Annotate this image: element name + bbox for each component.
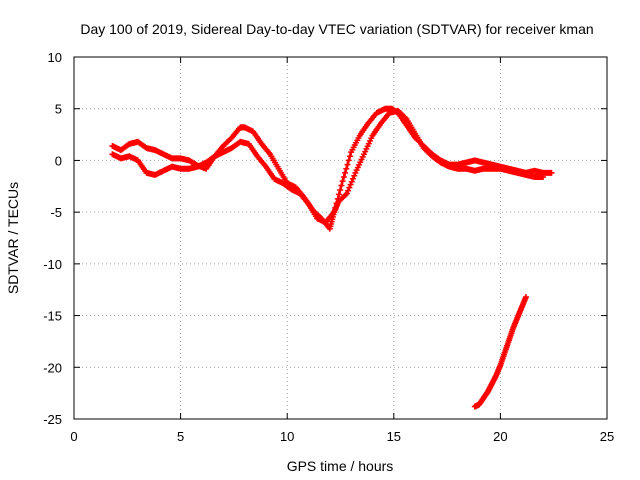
data-point	[337, 186, 344, 193]
x-tick-label: 25	[600, 429, 614, 444]
x-tick-label: 20	[493, 429, 507, 444]
data-point	[347, 181, 354, 188]
axis-ticks: 0 5 10 15 20 25 10 5 0 -5 -10 -15 -20 -25	[43, 50, 614, 444]
y-tick-label: -10	[43, 257, 62, 272]
data-point	[349, 175, 356, 182]
data-point	[343, 190, 350, 197]
data-point	[348, 178, 355, 185]
y-tick-label: -25	[43, 412, 62, 427]
data-point	[351, 172, 358, 179]
x-axis-label: GPS time / hours	[287, 458, 394, 474]
data-point	[343, 165, 350, 172]
data-point	[339, 178, 346, 185]
data-point	[548, 169, 555, 176]
data-point	[402, 114, 409, 121]
chart-title: Day 100 of 2019, Sidereal Day-to-day VTE…	[80, 21, 593, 37]
data-point	[338, 182, 345, 189]
y-axis-label: SDTVAR / TECUs	[5, 182, 21, 294]
x-tick-label: 0	[70, 429, 77, 444]
data-point	[522, 293, 529, 300]
data-point	[335, 191, 342, 198]
data-points	[109, 105, 555, 410]
y-tick-label: 5	[55, 102, 62, 117]
y-tick-label: -15	[43, 309, 62, 324]
y-tick-label: -5	[50, 205, 62, 220]
data-point	[346, 153, 353, 160]
data-point	[342, 169, 349, 176]
grid	[74, 57, 607, 419]
x-tick-label: 5	[177, 429, 184, 444]
y-tick-label: 0	[55, 153, 62, 168]
data-point	[345, 187, 352, 194]
y-tick-label: 10	[48, 50, 62, 65]
plot-frame	[73, 56, 608, 420]
data-point	[340, 173, 347, 180]
y-tick-label: -20	[43, 360, 62, 375]
x-tick-label: 15	[387, 429, 401, 444]
data-point	[540, 173, 547, 180]
x-tick-label: 10	[280, 429, 294, 444]
data-point	[344, 161, 351, 168]
data-point	[346, 184, 353, 191]
data-point	[345, 157, 352, 164]
data-point	[342, 191, 349, 198]
